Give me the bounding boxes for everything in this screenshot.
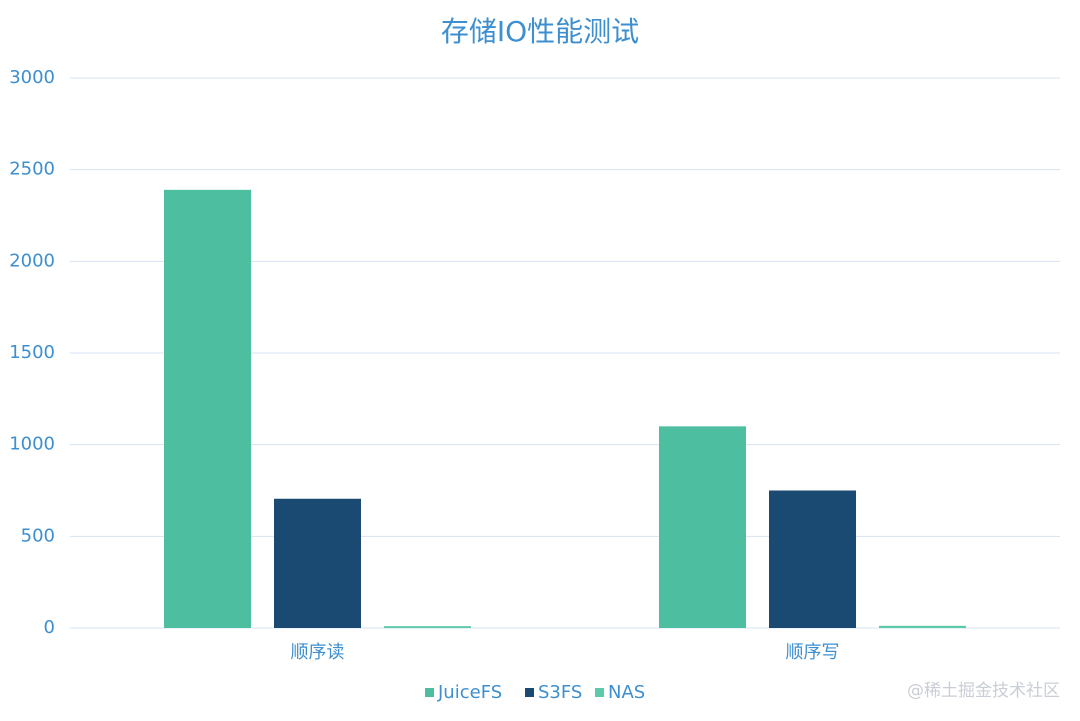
legend-label: NAS: [608, 682, 645, 703]
chart-title: 存储IO性能测试: [441, 15, 639, 48]
bar: [659, 426, 746, 628]
y-tick-label: 1500: [9, 342, 55, 363]
y-tick-label: 2000: [9, 250, 55, 271]
bar: [769, 490, 856, 628]
bar: [274, 498, 361, 628]
y-tick-label: 1000: [9, 434, 55, 455]
x-tick-label: 顺序写: [786, 642, 840, 663]
bar: [879, 625, 966, 628]
y-tick-label: 500: [21, 525, 55, 546]
watermark: @稀土掘金技术社区: [907, 681, 1060, 701]
legend-label: JuiceFS: [437, 682, 502, 703]
x-tick-label: 顺序读: [291, 642, 345, 663]
y-tick-label: 0: [44, 617, 55, 638]
legend-swatch: [425, 688, 434, 697]
legend-label: S3FS: [538, 682, 582, 703]
legend-swatch: [595, 688, 604, 697]
y-tick-label: 2500: [9, 159, 55, 180]
bar: [384, 626, 471, 628]
bar: [164, 189, 251, 629]
legend-swatch: [525, 688, 534, 697]
y-tick-label: 3000: [9, 67, 55, 88]
